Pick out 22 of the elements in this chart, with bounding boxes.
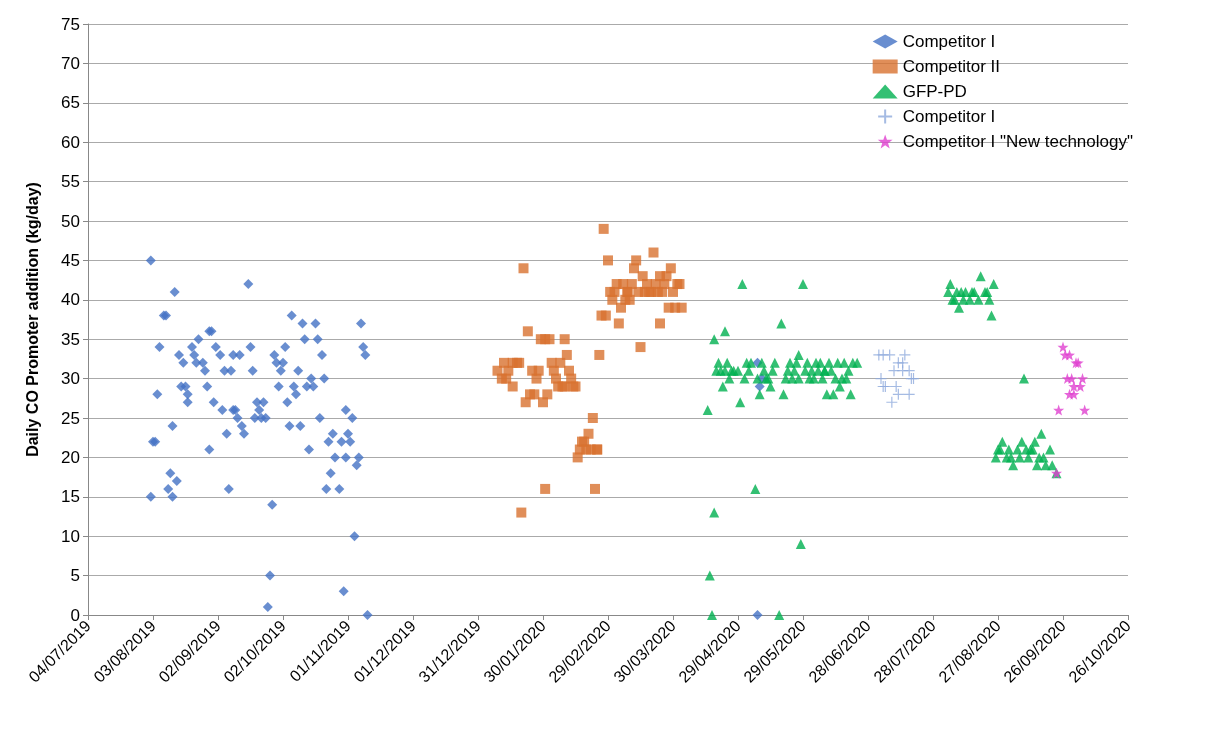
y-tick-label: 30	[61, 369, 80, 389]
y-tick-label: 20	[61, 447, 80, 467]
legend-label: Competitor I "New technology"	[902, 132, 1134, 151]
y-axis-title: Daily CO Promoter addition (kg/day)	[23, 182, 41, 457]
legend-label: Competitor I	[902, 107, 996, 126]
y-tick-label: 75	[61, 14, 80, 34]
y-tick-label: 25	[61, 408, 80, 428]
y-tick-label: 0	[70, 605, 80, 625]
y-tick-label: 70	[61, 53, 80, 73]
y-tick-label: 10	[61, 526, 80, 546]
y-tick-label: 15	[61, 487, 80, 507]
y-tick-label: 35	[61, 329, 80, 349]
y-tick-label: 60	[61, 132, 80, 152]
legend-label: GFP-PD	[902, 82, 967, 101]
y-tick-label: 40	[61, 290, 80, 310]
legend-label: Competitor II	[902, 57, 1000, 76]
y-tick-label: 5	[70, 566, 80, 586]
y-tick-label: 45	[61, 250, 80, 270]
y-tick-label: 55	[61, 172, 80, 192]
y-tick-label: 50	[61, 211, 80, 231]
y-tick-label: 65	[61, 93, 80, 113]
legend-label: Competitor I	[902, 32, 996, 51]
